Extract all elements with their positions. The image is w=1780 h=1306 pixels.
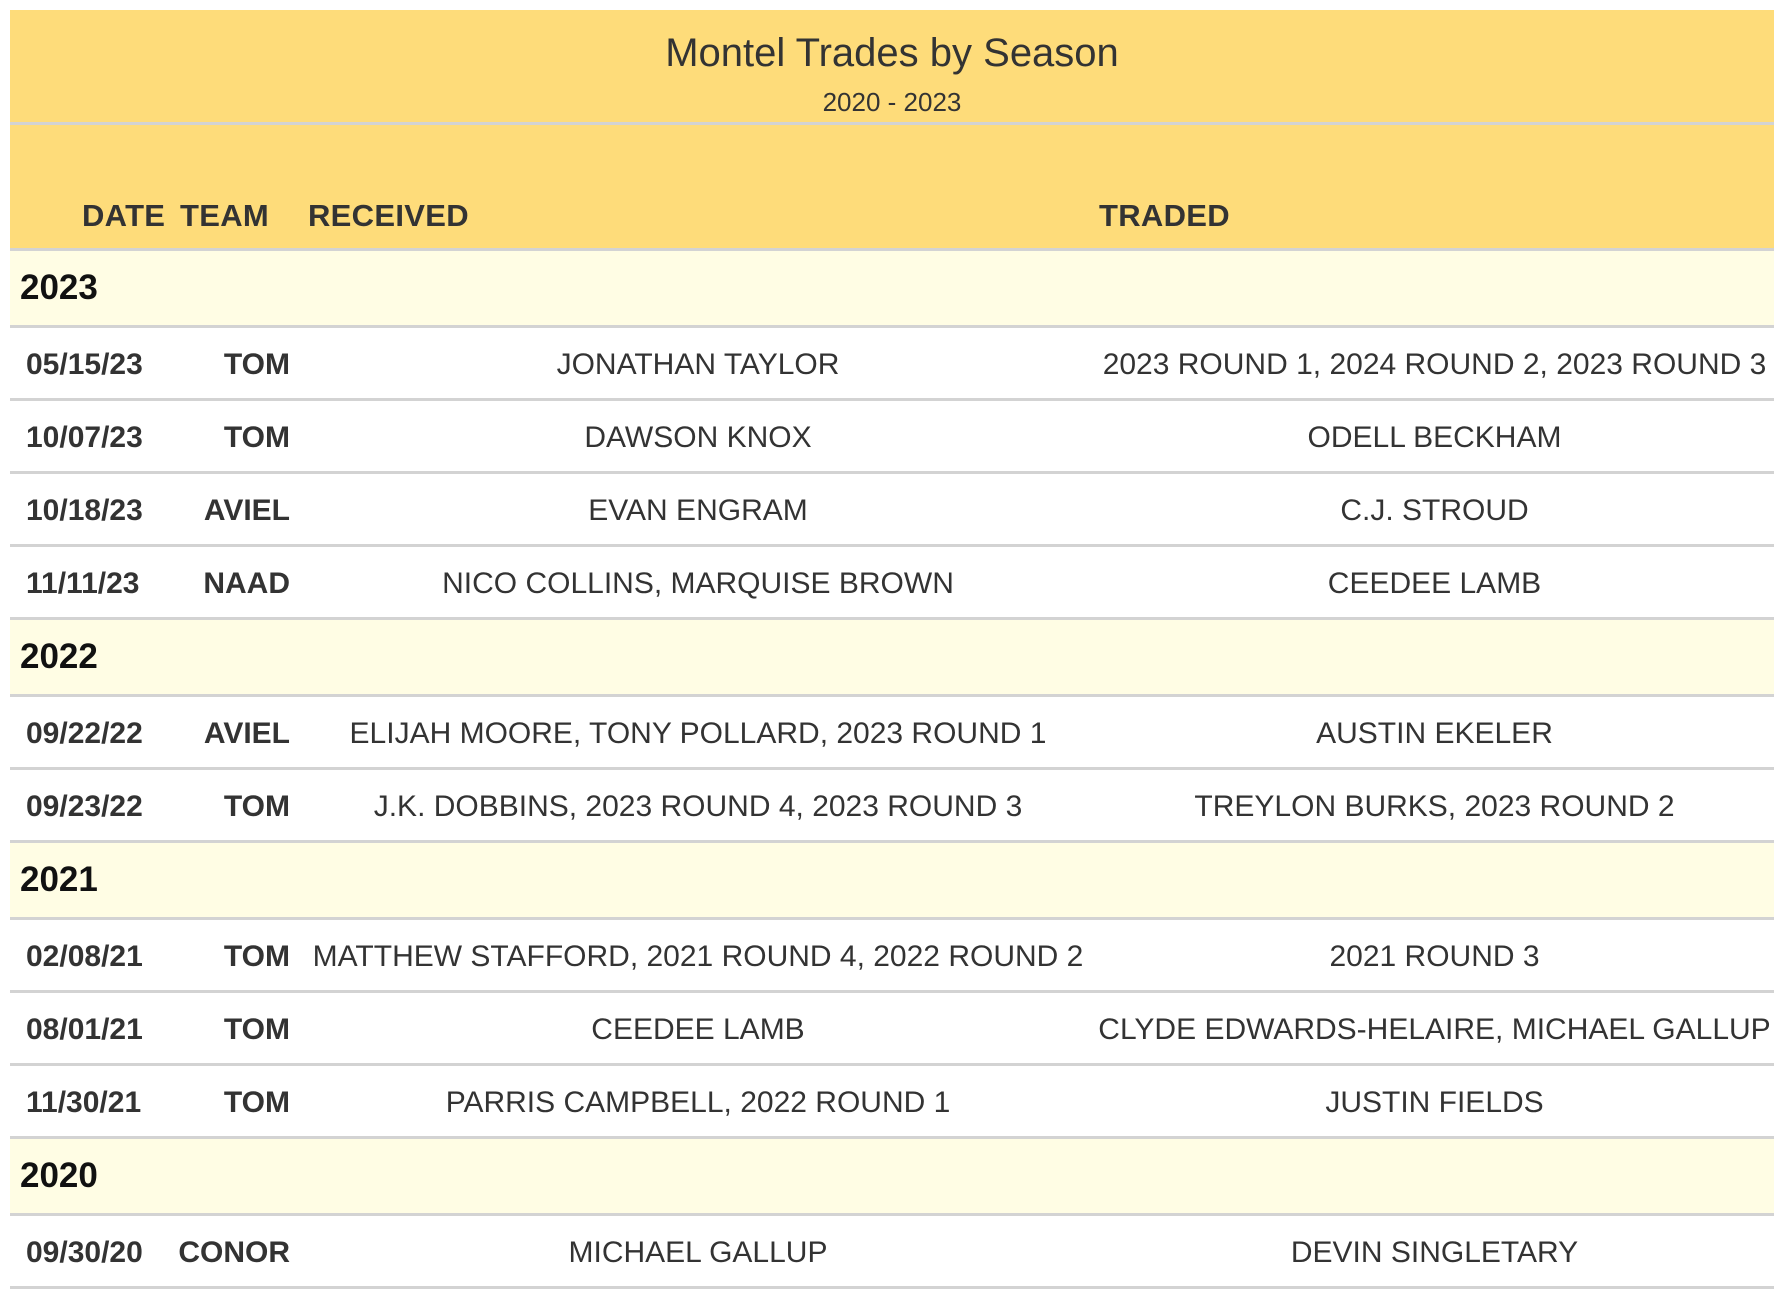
season-group-label: 2020 [20, 1156, 98, 1195]
table-subtitle: 2020 - 2023 [822, 87, 962, 117]
cell-team: NAAD [203, 567, 290, 600]
cell-traded: TREYLON BURKS, 2023 ROUND 2 [1194, 790, 1675, 823]
cell-traded: CEEDEE LAMB [1327, 567, 1542, 600]
column-header-received: RECEIVED [308, 198, 469, 233]
column-header-row: DATE TEAM RECEIVED TRADED [10, 125, 1774, 251]
cell-received: DAWSON KNOX [584, 421, 812, 454]
cell-date: 10/18/23 [26, 494, 143, 527]
table-row: 10/07/23 TOM DAWSON KNOX ODELL BECKHAM [10, 401, 1774, 474]
cell-traded: 2021 ROUND 3 [1329, 940, 1540, 973]
table-body: 2023 05/15/23 TOM JONATHAN TAYLOR 2023 ROUND… [10, 251, 1774, 1289]
season-group-label: 2022 [20, 637, 98, 676]
cell-team: TOM [223, 348, 290, 381]
season-group-row: 2020 [10, 1139, 1774, 1216]
cell-received: EVAN ENGRAM [588, 494, 808, 527]
cell-date: 09/23/22 [26, 790, 143, 823]
cell-team: AVIEL [203, 717, 290, 750]
season-group-row: 2022 [10, 620, 1774, 697]
cell-team: TOM [223, 421, 290, 454]
table-row: 10/18/23 AVIEL EVAN ENGRAM C.J. STROUD [10, 474, 1774, 547]
table-title: Montel Trades by Season [665, 31, 1119, 75]
table-row: 08/01/21 TOM CEEDEE LAMB CLYDE EDWARDS-HELA… [10, 993, 1774, 1066]
season-group-row: 2023 [10, 251, 1774, 328]
cell-received: PARRIS CAMPBELL, 2022 ROUND 1 [445, 1086, 951, 1119]
table-row: 02/08/21 TOM MATTHEW STAFFORD, 2021 ROUND … [10, 920, 1774, 993]
cell-received: NICO COLLINS, MARQUISE BROWN [442, 567, 954, 600]
cell-date: 11/30/21 [26, 1086, 142, 1119]
cell-team: TOM [223, 940, 290, 973]
cell-date: 08/01/21 [26, 1013, 143, 1046]
cell-received: JONATHAN TAYLOR [556, 348, 840, 381]
table-row: 09/30/20 CONOR MICHAEL GALLUP DEVIN SINGLET… [10, 1216, 1774, 1289]
cell-received: MICHAEL GALLUP [568, 1236, 828, 1269]
cell-date: 09/30/20 [26, 1236, 143, 1269]
table-row: 09/23/22 TOM J.K. DOBBINS, 2023 ROUND 4, 2… [10, 770, 1774, 843]
cell-date: 10/07/23 [26, 421, 143, 454]
cell-team: TOM [223, 790, 290, 823]
column-header-traded: TRADED [1099, 198, 1230, 233]
cell-date: 09/22/22 [26, 717, 143, 750]
cell-date: 02/08/21 [26, 940, 143, 973]
cell-team: TOM [223, 1086, 290, 1119]
cell-traded: DEVIN SINGLETARY [1290, 1236, 1579, 1269]
cell-date: 11/11/23 [26, 567, 140, 600]
cell-date: 05/15/23 [26, 348, 143, 381]
cell-traded: C.J. STROUD [1340, 494, 1529, 527]
cell-received: MATTHEW STAFFORD, 2021 ROUND 4, 2022 ROU… [312, 940, 1084, 973]
cell-team: AVIEL [203, 494, 290, 527]
cell-traded: 2023 ROUND 1, 2024 ROUND 2, 2023 ROUND 3 [1102, 348, 1767, 381]
season-group-row: 2021 [10, 843, 1774, 920]
column-header-date: DATE [82, 198, 166, 233]
cell-received: J.K. DOBBINS, 2023 ROUND 4, 2023 ROUND 3 [373, 790, 1023, 823]
title-divider [10, 122, 1774, 125]
cell-received: CEEDEE LAMB [591, 1013, 805, 1046]
cell-traded: CLYDE EDWARDS-HELAIRE, MICHAEL GALLUP [1098, 1013, 1771, 1046]
cell-team: CONOR [178, 1236, 290, 1269]
season-group-label: 2023 [20, 268, 98, 307]
table-row: 09/22/22 AVIEL ELIJAH MOORE, TONY POLLARD,… [10, 697, 1774, 770]
cell-traded: AUSTIN EKELER [1316, 717, 1553, 750]
table-row: 05/15/23 TOM JONATHAN TAYLOR 2023 ROUND 1, … [10, 328, 1774, 401]
season-group-label: 2021 [20, 860, 98, 899]
table-title-block: Montel Trades by Season 2020 - 2023 [10, 10, 1774, 122]
cell-traded: JUSTIN FIELDS [1325, 1086, 1544, 1119]
table-row: 11/30/21 TOM PARRIS CAMPBELL, 2022 ROUND 1… [10, 1066, 1774, 1139]
table-row: 11/11/23 NAAD NICO COLLINS, MARQUISE BROWN… [10, 547, 1774, 620]
cell-team: TOM [223, 1013, 290, 1046]
trades-table: Montel Trades by Season 2020 - 2023 DATE… [10, 10, 1774, 1289]
cell-received: ELIJAH MOORE, TONY POLLARD, 2023 ROUND 1 [349, 717, 1047, 750]
cell-traded: ODELL BECKHAM [1307, 421, 1562, 454]
column-header-team: TEAM [180, 198, 270, 233]
